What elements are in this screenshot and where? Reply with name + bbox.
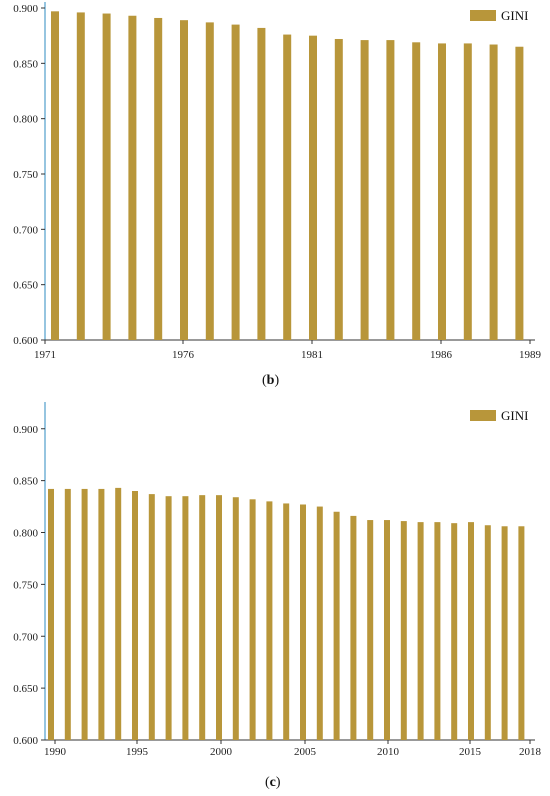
x-tick-label-b-0: 1971 <box>34 349 56 361</box>
caption-b: (b) <box>262 373 280 388</box>
legend-swatch-c <box>470 410 496 421</box>
bar-c-1991 <box>64 488 71 740</box>
bar-c-2017 <box>501 526 508 740</box>
bar-b-1977 <box>205 22 214 341</box>
x-tick-label-c-1: 1995 <box>126 746 149 758</box>
bar-c-1995 <box>132 491 138 740</box>
bar-b-1972 <box>76 12 85 340</box>
y-tick-label-c-4: 0.800 <box>13 528 38 540</box>
bar-b-1971 <box>51 11 59 340</box>
x-tick-label-c-3: 2005 <box>294 746 317 758</box>
bar-c-2010 <box>384 520 390 740</box>
y-tick-label-c-0: 0.600 <box>13 735 38 747</box>
caption-b-label: b <box>266 373 275 388</box>
bar-c-1992 <box>81 488 88 740</box>
y-tick-label-b-4: 0.800 <box>13 114 38 126</box>
bar-b-1976 <box>180 20 188 340</box>
x-tick-label-c-0: 1990 <box>44 746 67 758</box>
bar-b-1980 <box>283 34 292 341</box>
y-tick-label-b-6: 0.900 <box>13 3 38 15</box>
y-tick-label-c-5: 0.850 <box>13 476 38 488</box>
bar-c-2002 <box>249 499 256 740</box>
y-tick-label-b-2: 0.700 <box>13 224 38 236</box>
bar-b-1989 <box>515 46 524 340</box>
x-tick-label-b-2: 1981 <box>301 349 323 361</box>
y-tick-label-b-0: 0.600 <box>13 335 38 347</box>
bar-c-1993 <box>98 488 105 740</box>
y-tick-label-b-3: 0.750 <box>13 169 38 181</box>
bar-b-1983 <box>360 40 369 341</box>
x-tick-label-c-4: 2010 <box>377 746 400 758</box>
caption-c-label: c <box>269 775 276 790</box>
y-tick-label-c-2: 0.700 <box>13 631 38 643</box>
bar-c-1996 <box>148 494 155 740</box>
bar-c-2015 <box>468 522 474 740</box>
bar-c-1990 <box>48 488 54 740</box>
bar-b-1982 <box>334 38 343 341</box>
bar-c-2001 <box>232 497 239 740</box>
bar-b-1981 <box>309 35 317 341</box>
y-tick-label-c-3: 0.750 <box>13 579 38 591</box>
bar-c-2016 <box>484 525 491 740</box>
bar-c-2018 <box>518 526 525 740</box>
bar-c-2000 <box>216 495 222 740</box>
legend-label-c: GINI <box>501 408 528 423</box>
bar-b-1985 <box>412 42 421 340</box>
bar-c-2009 <box>367 520 374 740</box>
x-tick-label-c-6: 2018 <box>519 746 542 758</box>
bar-b-1975 <box>154 17 163 341</box>
bar-c-1999 <box>199 495 206 740</box>
caption-c: (c) <box>265 775 281 790</box>
bar-b-1973 <box>102 13 111 341</box>
x-tick-label-b-3: 1986 <box>430 349 453 361</box>
x-tick-label-c-2: 2000 <box>210 746 233 758</box>
bar-c-2004 <box>283 503 290 740</box>
bar-c-2005 <box>300 504 306 740</box>
bar-c-2012 <box>417 522 424 740</box>
bar-c-2007 <box>333 511 340 740</box>
x-tick-label-b-4: 1989 <box>519 349 542 361</box>
bar-b-1986 <box>438 43 446 341</box>
bar-b-1988 <box>489 44 498 341</box>
bar-b-1974 <box>128 15 137 340</box>
x-tick-label-c-5: 2015 <box>459 746 482 758</box>
bar-c-1997 <box>165 496 172 740</box>
bar-c-2013 <box>434 522 441 740</box>
x-tick-label-b-1: 1976 <box>172 349 195 361</box>
y-tick-label-b-5: 0.850 <box>13 58 38 70</box>
bar-c-2011 <box>400 521 407 740</box>
y-tick-label-c-1: 0.650 <box>13 683 38 695</box>
bar-c-2008 <box>350 515 357 740</box>
bar-b-1987 <box>463 43 472 341</box>
bar-c-1998 <box>182 496 189 740</box>
bar-c-2014 <box>451 523 458 740</box>
bar-b-1984 <box>386 40 395 341</box>
bar-c-2003 <box>266 501 273 740</box>
legend-label-b: GINI <box>501 8 528 23</box>
bar-b-1978 <box>231 24 240 340</box>
y-tick-label-b-1: 0.650 <box>13 280 38 292</box>
bar-c-2006 <box>316 506 323 740</box>
bar-c-1994 <box>115 487 122 740</box>
bar-b-1979 <box>257 27 266 340</box>
y-tick-label-c-6: 0.900 <box>13 424 38 436</box>
legend-swatch-b <box>470 10 496 21</box>
